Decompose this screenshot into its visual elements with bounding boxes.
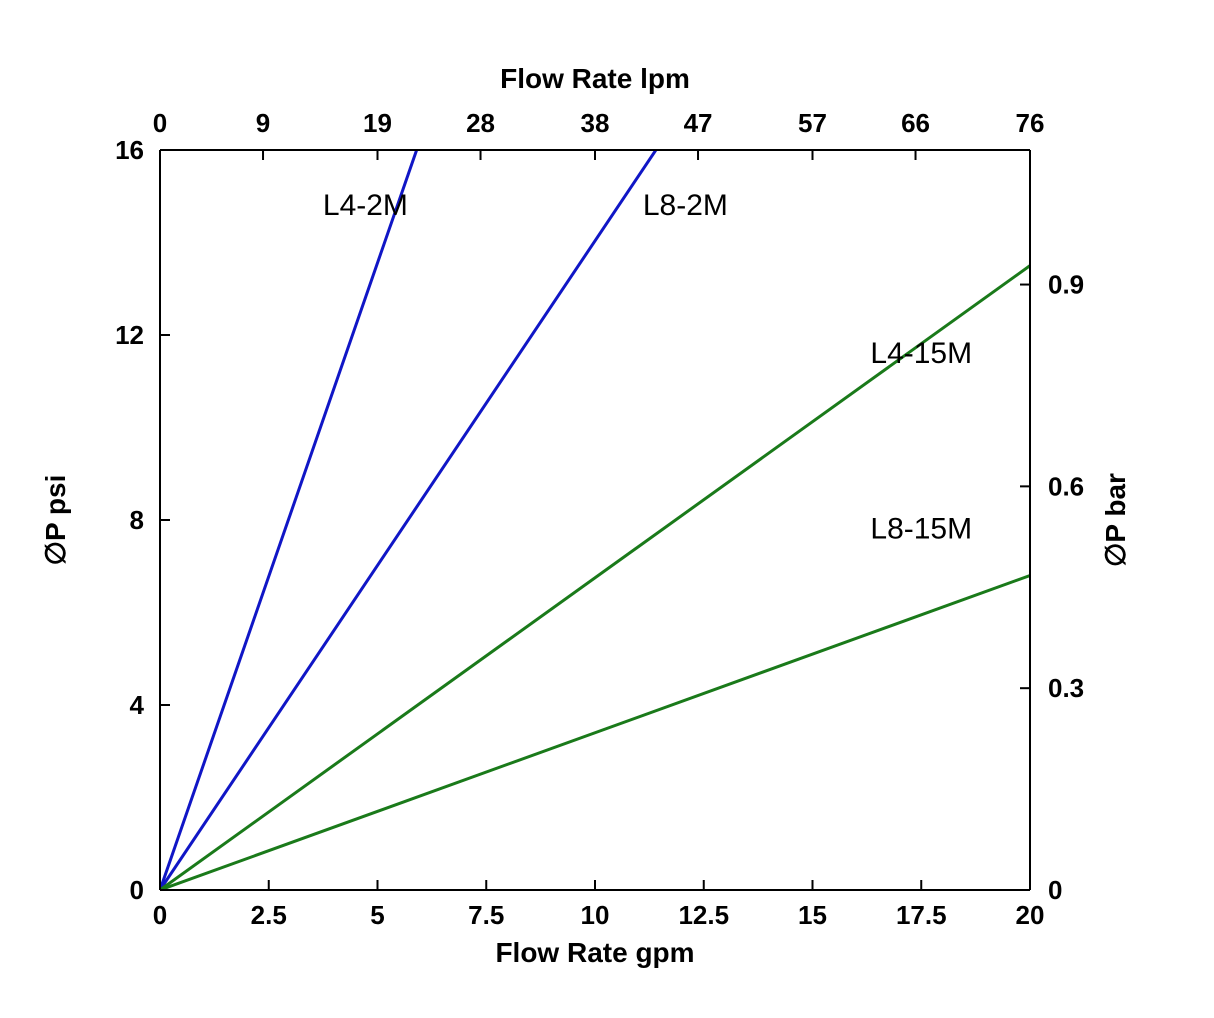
x-bottom-tick-label: 7.5 <box>468 900 504 930</box>
y-right-tick-label: 0.6 <box>1048 471 1084 501</box>
x-bottom-tick-label: 17.5 <box>896 900 947 930</box>
x-bottom-tick-label: 0 <box>153 900 167 930</box>
x-top-tick-label: 57 <box>798 108 827 138</box>
x-bottom-tick-label: 5 <box>370 900 384 930</box>
x-top-tick-label: 76 <box>1016 108 1045 138</box>
x-bottom-tick-label: 20 <box>1016 900 1045 930</box>
y-right-tick-label: 0.9 <box>1048 270 1084 300</box>
y-left-axis-label: ∅P psi <box>40 475 71 566</box>
y-left-tick-label: 0 <box>130 875 144 905</box>
x-top-tick-label: 47 <box>684 108 713 138</box>
y-left-tick-label: 12 <box>115 320 144 350</box>
series-label-l8-2m: L8-2M <box>643 189 728 222</box>
series-label-l4-15m: L4-15M <box>870 337 972 370</box>
x-top-tick-label: 28 <box>466 108 495 138</box>
chart-container: 02.557.51012.51517.520091928384757667604… <box>0 0 1214 1018</box>
series-label-l8-15m: L8-15M <box>870 513 972 546</box>
x-bottom-axis-label: Flow Rate gpm <box>495 937 694 968</box>
y-right-tick-label: 0.3 <box>1048 673 1084 703</box>
x-bottom-tick-label: 15 <box>798 900 827 930</box>
x-top-tick-label: 0 <box>153 108 167 138</box>
y-right-tick-label: 0 <box>1048 875 1062 905</box>
y-left-tick-label: 4 <box>130 690 145 720</box>
x-bottom-tick-label: 2.5 <box>251 900 287 930</box>
pressure-flow-chart: 02.557.51012.51517.520091928384757667604… <box>0 0 1214 1018</box>
chart-background <box>0 0 1214 1018</box>
x-bottom-tick-label: 12.5 <box>678 900 729 930</box>
x-top-tick-label: 19 <box>363 108 392 138</box>
y-right-axis-label: ∅P bar <box>1100 473 1131 567</box>
y-left-tick-label: 8 <box>130 505 144 535</box>
x-top-tick-label: 38 <box>581 108 610 138</box>
y-left-tick-label: 16 <box>115 135 144 165</box>
x-bottom-tick-label: 10 <box>581 900 610 930</box>
x-top-axis-label: Flow Rate lpm <box>500 63 690 94</box>
series-label-l4-2m: L4-2M <box>323 189 408 222</box>
x-top-tick-label: 9 <box>256 108 270 138</box>
x-top-tick-label: 66 <box>901 108 930 138</box>
